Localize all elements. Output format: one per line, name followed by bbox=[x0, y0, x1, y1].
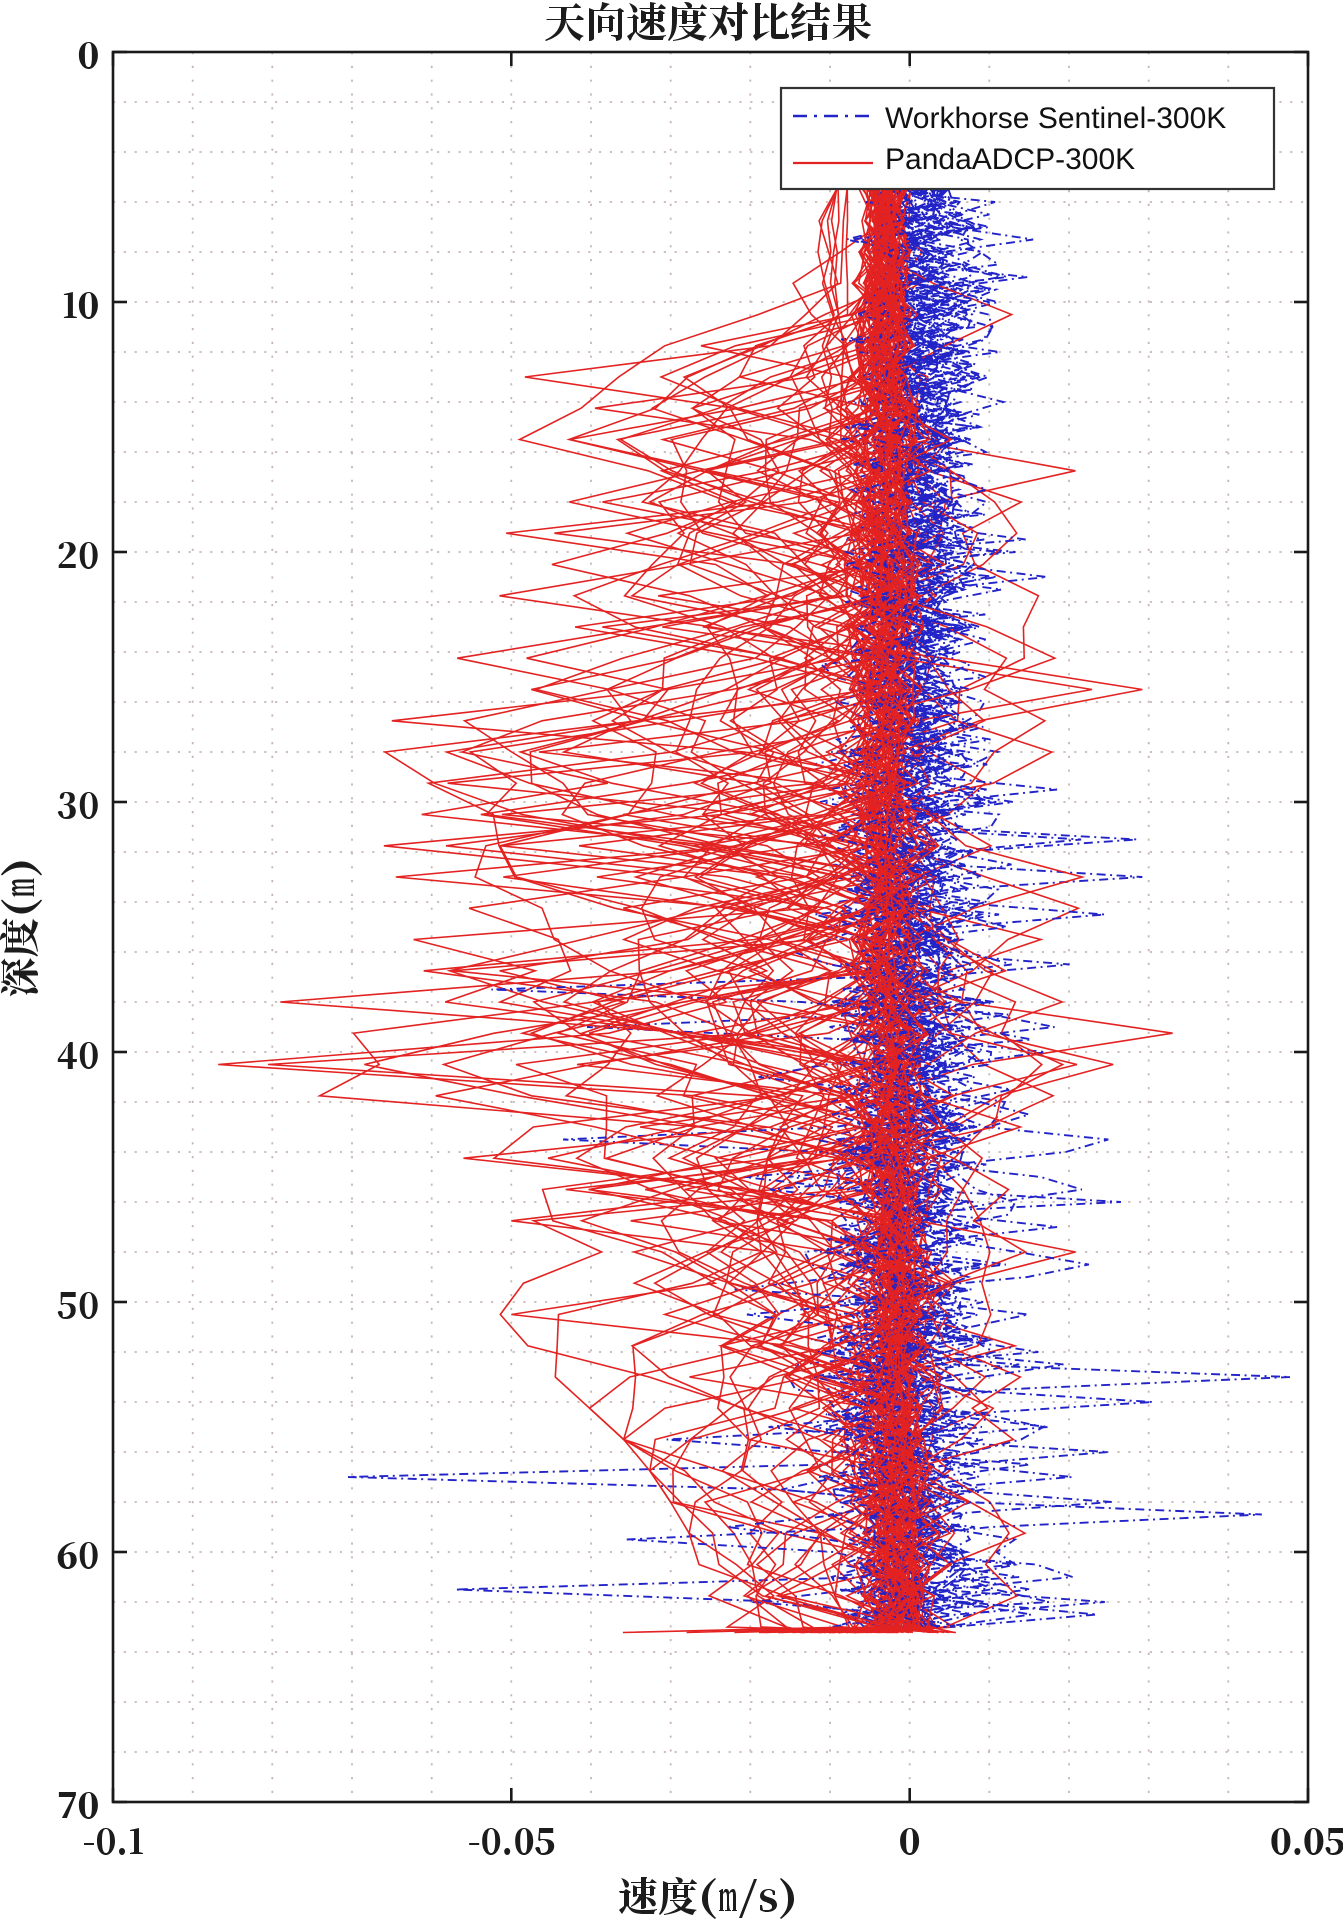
svg-text:Workhorse Sentinel-300K: Workhorse Sentinel-300K bbox=[885, 102, 1226, 135]
svg-text:PandaADCP-300K: PandaADCP-300K bbox=[885, 143, 1135, 176]
